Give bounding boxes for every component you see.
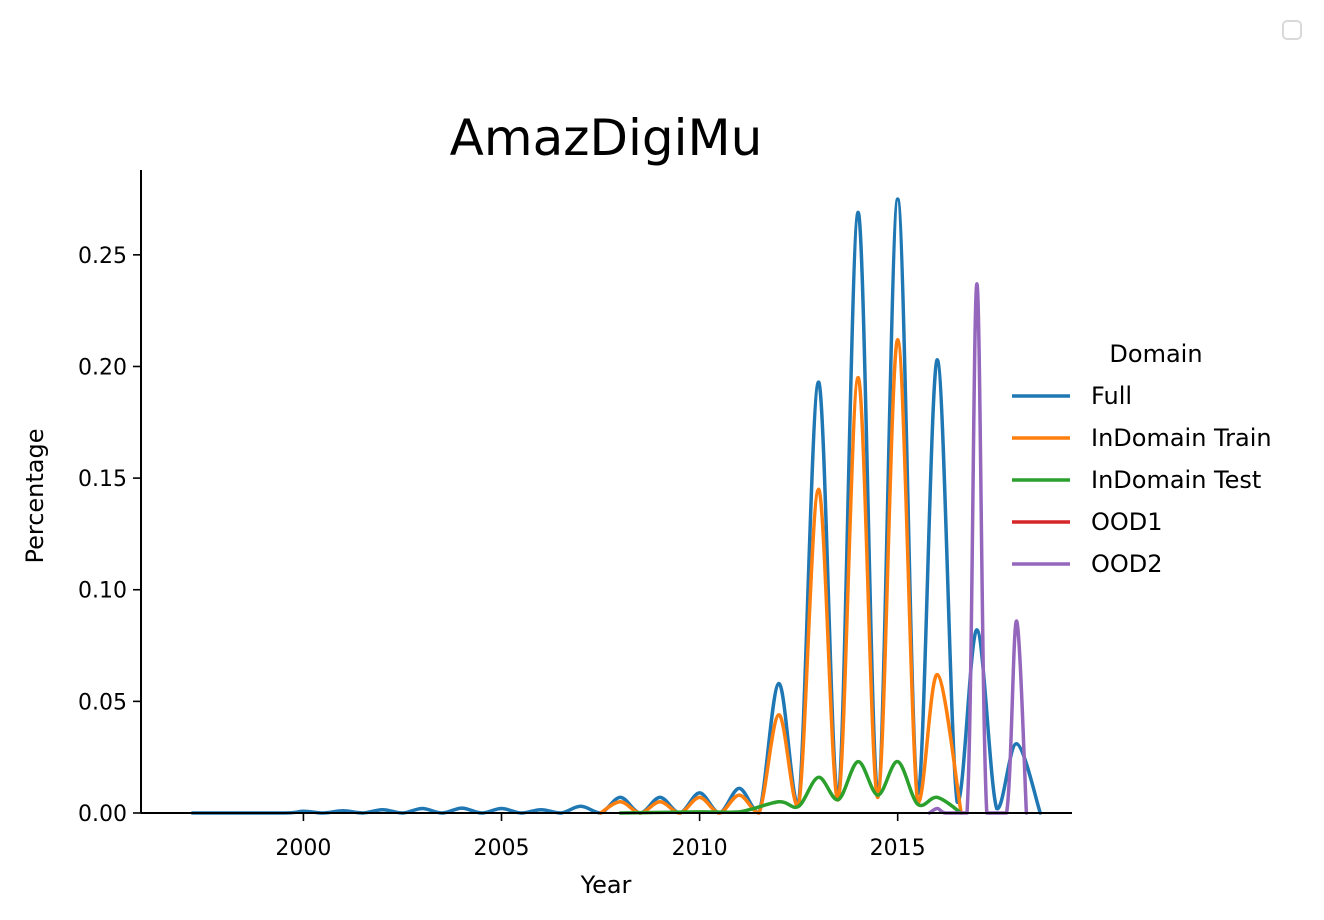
x-tick-label: 2010 <box>672 836 728 861</box>
y-tick-label: 0.05 <box>78 690 127 715</box>
y-tick-label: 0.20 <box>78 355 127 380</box>
chart-title: AmazDigiMu <box>450 109 763 167</box>
ticks: 2000 2005 2010 2015 0.00 0.05 0.10 0.15 0.20 0.25 <box>78 244 926 861</box>
series-line-5 <box>927 282 1029 815</box>
legend-label: OOD2 <box>1091 550 1163 578</box>
y-tick-label: 0.15 <box>78 467 127 492</box>
x-tick-label: 2015 <box>870 836 926 861</box>
y-tick-label: 0.10 <box>78 579 127 604</box>
y-tick-label: 0.25 <box>78 244 127 269</box>
legend-items: Full InDomain Train InDomain Test OOD1 OOD2 <box>1012 382 1272 578</box>
y-tick-label: 0.00 <box>78 802 127 827</box>
plot-lines <box>190 197 1043 815</box>
legend-label: InDomain Train <box>1091 424 1272 452</box>
x-tick-label: 2000 <box>275 836 331 861</box>
x-tick-label: 2005 <box>474 836 530 861</box>
series-line-3 <box>618 759 963 815</box>
legend-label: OOD1 <box>1091 508 1163 536</box>
y-axis-label: Percentage <box>21 428 49 563</box>
legend-label: InDomain Test <box>1091 466 1261 494</box>
series-line-2 <box>598 337 963 815</box>
x-axis-label: Year <box>580 871 632 899</box>
axes <box>140 170 1072 814</box>
legend-toggle-checkbox[interactable] <box>1282 20 1302 40</box>
legend-label: Full <box>1091 382 1132 410</box>
legend-title: Domain <box>1109 340 1202 368</box>
legend: Domain Full InDomain Train InDomain Test OO… <box>1012 340 1272 578</box>
